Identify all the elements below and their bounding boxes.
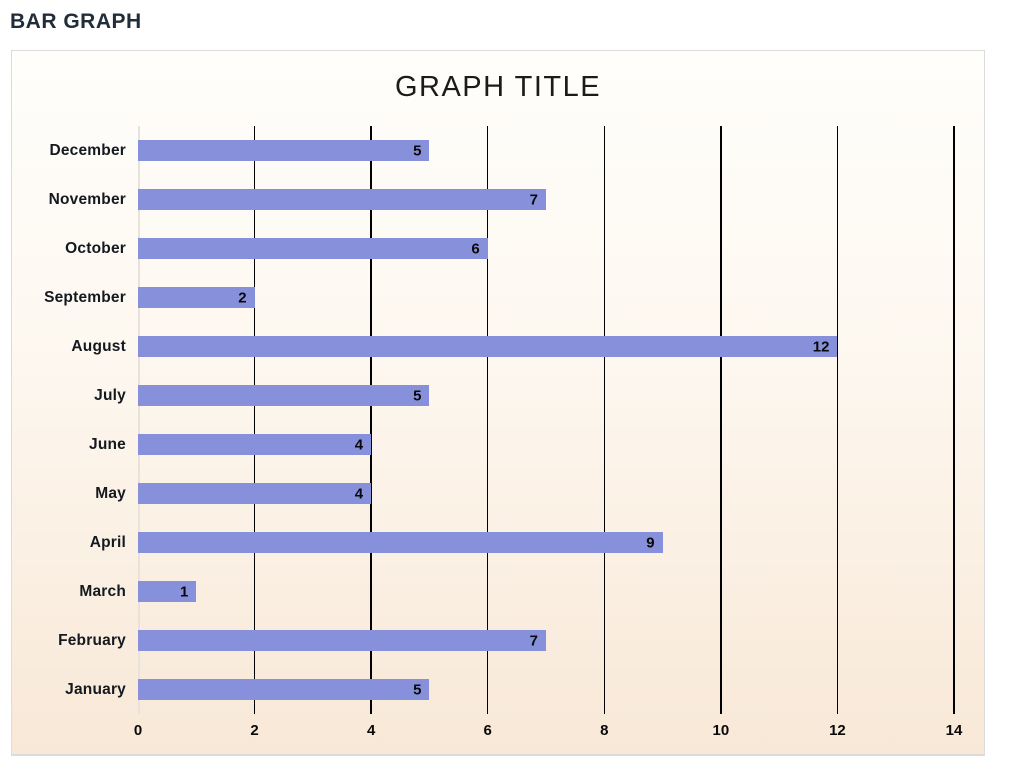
gridline: [486, 126, 489, 714]
bar: 6: [138, 238, 488, 259]
x-tick-label: 8: [600, 722, 609, 739]
bar-value-label: 7: [529, 632, 538, 649]
bar-value-label: 2: [238, 289, 247, 306]
category-label: January: [65, 680, 126, 698]
category-label: October: [65, 239, 126, 257]
bar-value-label: 4: [354, 485, 364, 502]
x-tick-label: 12: [829, 722, 846, 739]
bar-value-label: 7: [529, 191, 538, 208]
bar-value-label: 5: [413, 387, 422, 404]
bar: 9: [138, 532, 663, 553]
gridline: [370, 126, 372, 714]
category-label: November: [48, 190, 126, 208]
x-tick-label: 14: [945, 722, 963, 739]
bar-value-label: 4: [354, 436, 364, 453]
bar: 7: [138, 630, 546, 651]
bar: 1: [138, 581, 197, 602]
gridline: [603, 126, 606, 714]
gridline: [253, 126, 256, 714]
category-label: July: [94, 386, 126, 404]
bar: 7: [138, 189, 546, 210]
category-label: March: [79, 582, 126, 600]
bar: 4: [138, 434, 372, 455]
bar: 12: [138, 336, 838, 357]
chart-title: GRAPH TITLE: [394, 71, 602, 103]
bar-value-label: 5: [413, 142, 422, 159]
bar-value-label: 5: [413, 681, 422, 698]
gridline: [720, 126, 722, 714]
category-label: December: [49, 141, 126, 159]
bar: 5: [138, 140, 430, 161]
bar-value-label: 9: [646, 534, 655, 551]
x-axis-labels: 0 2 4 6 8 10 12 14: [134, 722, 963, 746]
bar: 2: [138, 287, 255, 308]
gridline: [953, 126, 955, 714]
x-tick-label: 2: [250, 722, 259, 739]
x-tick-label: 6: [483, 722, 492, 739]
bar-value-label: 12: [812, 338, 830, 355]
category-label: June: [89, 435, 126, 453]
page-title: BAR GRAPH: [10, 10, 142, 33]
category-label: August: [71, 337, 126, 355]
category-labels: December November October September August Ju…: [12, 126, 126, 714]
bar: 5: [138, 385, 430, 406]
category-label: April: [89, 533, 126, 551]
bar-value-label: 6: [471, 240, 480, 257]
category-label: February: [58, 631, 126, 649]
bar-value-label: 1: [179, 583, 189, 600]
x-tick-label: 10: [712, 722, 730, 739]
chart-panel: GRAPH TITLE December November October Septe…: [11, 50, 985, 756]
category-label: September: [44, 288, 126, 306]
gridline: [836, 126, 839, 714]
plot-area: 5 7 6 2 12 5 4 4 9 1 7 5: [138, 126, 955, 714]
category-label: May: [95, 484, 126, 502]
bar: 4: [138, 483, 372, 504]
x-tick-label: 4: [366, 722, 376, 739]
x-tick-label: 0: [133, 722, 143, 739]
bar: 5: [138, 679, 430, 700]
y-axis-line: [138, 126, 140, 714]
